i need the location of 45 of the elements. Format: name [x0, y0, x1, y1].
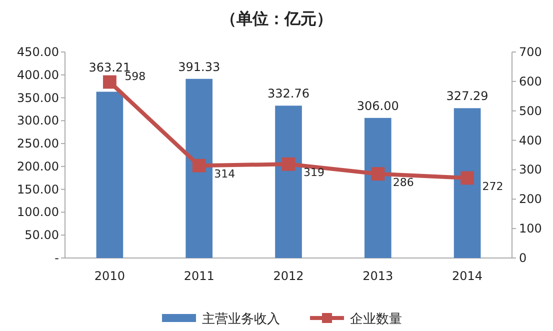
x-tick-label: 2012: [273, 269, 304, 283]
y2-tick-label: 600: [519, 74, 542, 88]
y-tick-label: 150.00: [17, 182, 59, 196]
bar: [364, 118, 392, 258]
data-label: 314: [214, 168, 236, 181]
data-label: 332.76: [268, 86, 310, 101]
bar: [275, 106, 302, 258]
data-label: 272: [482, 180, 504, 193]
y-tick-label: -: [54, 251, 59, 265]
point: [282, 157, 296, 171]
data-label: 306.00: [356, 98, 399, 113]
data-label: 319: [304, 166, 324, 180]
chart-title: （单位：亿元）: [220, 9, 332, 28]
y-tick-label: 350.00: [17, 90, 59, 105]
y-tick-label: 100.00: [17, 205, 59, 220]
y2-tick-label: 300: [519, 162, 542, 177]
y-tick-label: 300.00: [17, 114, 59, 128]
y2-tick-label: 100: [519, 222, 542, 236]
data-label: 327.29: [446, 89, 488, 104]
x-tick-label: 2010: [94, 269, 125, 283]
y-tick-label: 250.00: [17, 136, 59, 151]
point: [460, 171, 474, 185]
x-tick-label: 2011: [184, 269, 214, 283]
data-label: 286: [392, 176, 414, 189]
data-label: 391.33: [178, 60, 220, 74]
bar: [186, 78, 213, 258]
y-tick-label: 50.00: [24, 228, 59, 242]
y-tick-label: 450.00: [17, 45, 59, 59]
data-label: 598: [124, 70, 146, 84]
y-tick-label: 400.00: [17, 68, 59, 82]
bar: [454, 108, 481, 258]
y2-tick-label: 400: [519, 133, 542, 148]
x-tick-label: 2013: [362, 269, 394, 283]
y2-tick-label: 500: [519, 104, 542, 118]
bar: [96, 92, 124, 258]
y2-tick-label: 700: [519, 45, 542, 59]
point: [371, 167, 385, 181]
x-tick-label: 2014: [452, 269, 483, 283]
y2-tick-label: 0: [519, 251, 527, 265]
y2-tick-label: 200: [519, 192, 542, 206]
y-tick-label: 200.00: [17, 159, 59, 174]
point: [192, 158, 206, 172]
point: [102, 75, 116, 89]
legend-label: 主营业务收入: [202, 311, 280, 327]
legend-label: 企业数量: [350, 312, 402, 327]
